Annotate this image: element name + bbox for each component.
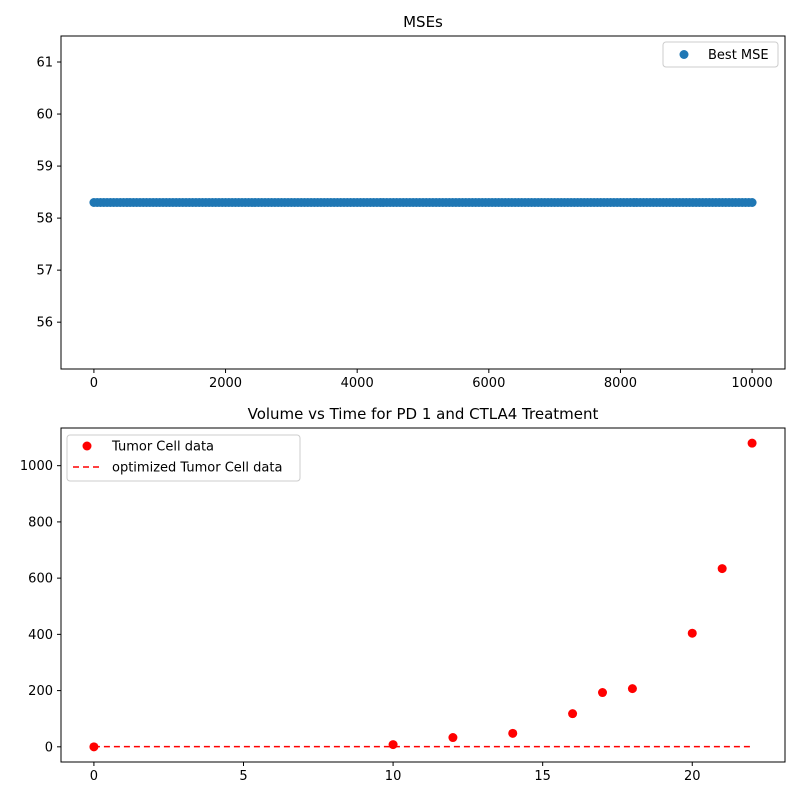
- x-tick-label: 5: [239, 769, 247, 784]
- tumor-data-point: [747, 438, 757, 448]
- axes-frame: [60, 35, 786, 370]
- tumor-data-point: [598, 688, 608, 698]
- tumor-data-point: [388, 740, 398, 750]
- mse-point: [747, 198, 757, 207]
- chart-title: Volume vs Time for PD 1 and CTLA4 Treatm…: [248, 405, 599, 423]
- tumor-data-point: [687, 628, 697, 638]
- volume-series: [89, 438, 757, 752]
- x-tick-label: 10: [385, 769, 402, 784]
- x-tick-label: 0: [90, 376, 98, 391]
- legend-label-tumor-cell-data: Tumor Cell data: [111, 440, 214, 455]
- tumor-data-point: [448, 733, 458, 743]
- y-tick-label: 57: [36, 264, 53, 279]
- y-tick-label: 58: [36, 212, 53, 227]
- legend-box: [66, 434, 301, 482]
- x-tick-label: 10000: [731, 376, 772, 391]
- axes-ticks: 0 2000 4000 6000 8000 10000 56 57 58 59 60 61: [36, 56, 772, 391]
- x-tick-label: 0: [90, 769, 98, 784]
- y-tick-label: 60: [36, 108, 53, 123]
- legend: Best MSE: [662, 41, 779, 68]
- tumor-data-point: [717, 564, 727, 574]
- legend-label-best-mse: Best MSE: [708, 48, 769, 63]
- tumor-data-point: [508, 728, 518, 738]
- legend-marker-best-mse: [679, 50, 689, 59]
- legend-label-optimized: optimized Tumor Cell data: [112, 461, 282, 476]
- mse-chart: MSEs 0 2000 4000 6000 8000 10000565758596061 …: [36, 13, 786, 391]
- chart-title: MSEs: [403, 13, 443, 31]
- x-tick-label: 20: [684, 769, 701, 784]
- y-tick-label: 200: [28, 684, 53, 699]
- mse-series: [89, 198, 757, 207]
- x-tick-label: 6000: [472, 376, 505, 391]
- y-tick-label: 61: [36, 56, 53, 71]
- y-tick-label: 800: [28, 515, 53, 530]
- y-tick-label: 59: [36, 160, 53, 175]
- tumor-data-point: [627, 684, 637, 694]
- volume-chart: Volume vs Time for PD 1 and CTLA4 Treatm…: [20, 405, 786, 784]
- x-tick-label: 8000: [604, 376, 637, 391]
- axes-frame: [60, 427, 786, 763]
- x-tick-label: 2000: [209, 376, 242, 391]
- y-tick-label: 400: [28, 628, 53, 643]
- tumor-data-point: [568, 709, 578, 719]
- legend-marker-tumor-cell-data: [82, 441, 92, 451]
- y-tick-label: 1000: [20, 459, 53, 474]
- x-tick-label: 4000: [341, 376, 374, 391]
- y-tick-label: 0: [45, 740, 53, 755]
- legend: Tumor Cell data optimized Tumor Cell dat…: [66, 434, 301, 482]
- x-tick-label: 15: [534, 769, 551, 784]
- y-tick-label: 600: [28, 572, 53, 587]
- legend-box: [662, 41, 779, 68]
- y-tick-label: 56: [36, 316, 53, 331]
